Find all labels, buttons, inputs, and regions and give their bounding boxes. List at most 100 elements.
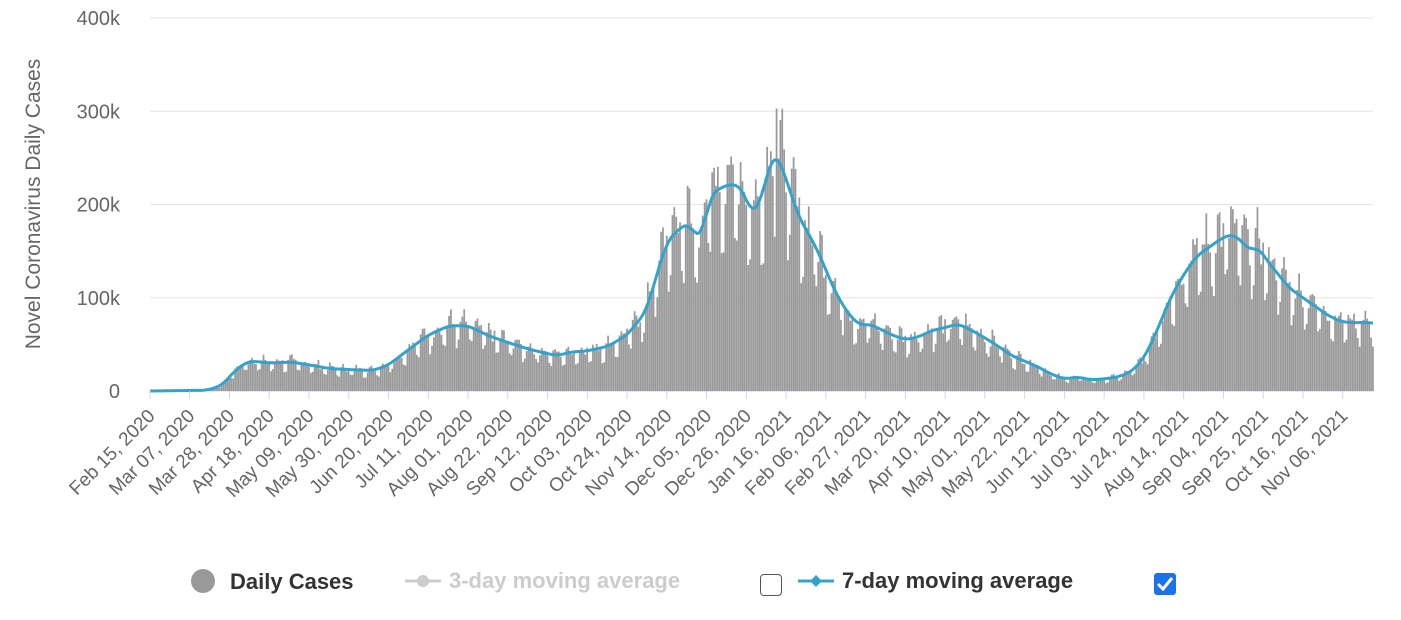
- daily-cases-bar: [1356, 338, 1359, 391]
- daily-cases-bar: [279, 363, 282, 391]
- daily-cases-bar: [378, 376, 380, 391]
- daily-cases-bar: [1131, 375, 1134, 391]
- daily-cases-bar: [1040, 376, 1043, 391]
- daily-cases-bar: [1247, 229, 1249, 391]
- daily-cases-bar: [764, 178, 767, 391]
- daily-cases-bar: [308, 366, 310, 391]
- daily-cases-bar: [451, 323, 454, 391]
- daily-cases-bar: [1076, 376, 1079, 391]
- daily-cases-bar: [722, 252, 725, 391]
- daily-cases-bar: [1271, 259, 1274, 391]
- checkbox-3-day-average[interactable]: [760, 574, 782, 596]
- daily-cases-bar: [1209, 252, 1211, 391]
- daily-cases-bar: [1163, 308, 1166, 391]
- daily-cases-bar: [436, 327, 439, 391]
- daily-cases-bar: [1355, 328, 1357, 391]
- daily-cases-bar: [1364, 310, 1367, 391]
- daily-cases-bar: [319, 369, 322, 391]
- legend-item-3-day-average[interactable]: 3-day moving average: [405, 568, 680, 594]
- daily-cases-bar: [1279, 301, 1282, 391]
- daily-cases-bar: [345, 371, 348, 391]
- daily-cases-bar: [807, 206, 810, 391]
- daily-cases-bar: [374, 371, 377, 391]
- daily-cases-bar: [987, 356, 990, 391]
- daily-cases-bar: [662, 227, 664, 391]
- daily-cases-bar: [1161, 321, 1164, 391]
- daily-cases-bar: [743, 192, 746, 391]
- daily-cases-bar: [523, 358, 526, 391]
- daily-cases-bar: [817, 261, 820, 391]
- daily-cases-bar: [1146, 364, 1149, 391]
- daily-cases-bar: [749, 259, 751, 391]
- daily-cases-bar: [728, 164, 731, 391]
- daily-cases-bar: [1175, 280, 1177, 391]
- daily-cases-bar: [777, 158, 780, 391]
- daily-cases-bar: [781, 108, 784, 391]
- daily-cases-bar: [381, 363, 384, 391]
- daily-cases-bar: [641, 342, 644, 391]
- daily-cases-bar: [1036, 365, 1039, 391]
- daily-cases-bar: [516, 339, 519, 391]
- checkbox-checked-icon[interactable]: [1153, 572, 1177, 596]
- daily-cases-bar: [684, 226, 687, 391]
- daily-cases-bar: [626, 328, 628, 391]
- daily-cases-bar: [612, 344, 615, 391]
- daily-cases-bar: [222, 381, 225, 391]
- daily-cases-bar: [993, 335, 996, 391]
- daily-cases-bar: [603, 362, 606, 391]
- daily-cases-bar: [1184, 303, 1187, 391]
- daily-cases-bar: [942, 333, 945, 391]
- daily-cases-bar: [838, 295, 840, 391]
- daily-cases-bar: [1341, 323, 1344, 391]
- daily-cases-bar: [885, 325, 888, 391]
- daily-cases-bar: [910, 334, 912, 391]
- daily-cases-bar: [423, 328, 426, 391]
- daily-cases-bar: [241, 364, 244, 391]
- daily-cases-bar: [1144, 361, 1147, 391]
- daily-cases-bar: [972, 347, 975, 391]
- daily-cases-bar: [311, 371, 314, 391]
- daily-cases-bar: [898, 326, 901, 391]
- daily-cases-bar: [217, 387, 219, 391]
- daily-cases-bar: [1372, 346, 1374, 391]
- daily-cases-bar: [724, 204, 727, 391]
- daily-cases-bar: [906, 357, 909, 391]
- daily-cases-bar: [474, 320, 477, 391]
- daily-cases-bar: [317, 360, 320, 391]
- daily-cases-bar: [1283, 257, 1285, 391]
- daily-cases-bar: [889, 327, 892, 391]
- daily-cases-bar: [529, 343, 532, 391]
- daily-cases-bar: [982, 337, 984, 391]
- daily-cases-bar: [1116, 377, 1119, 391]
- daily-cases-bar: [862, 318, 865, 391]
- daily-cases-bar: [1160, 343, 1162, 391]
- daily-cases-bar: [741, 181, 744, 391]
- legend-item-daily-cases[interactable]: Daily Cases: [190, 568, 354, 596]
- daily-cases-bar: [539, 355, 541, 391]
- daily-cases-bar: [1002, 347, 1005, 391]
- daily-cases-bar: [1226, 269, 1229, 391]
- daily-cases-bar: [256, 370, 259, 391]
- daily-cases-bar: [243, 369, 246, 391]
- daily-cases-bar: [404, 365, 407, 391]
- daily-cases-bar: [658, 260, 661, 391]
- daily-cases-bar: [304, 361, 307, 391]
- daily-cases-bar: [357, 368, 360, 391]
- daily-cases-bar: [1012, 368, 1015, 391]
- daily-cases-bar: [1192, 239, 1194, 391]
- daily-cases-bar: [508, 353, 511, 391]
- daily-cases-bar: [595, 343, 598, 391]
- daily-cases-bar: [472, 328, 475, 391]
- legend-label-3-day-average: 3-day moving average: [449, 568, 681, 593]
- daily-cases-bar: [1334, 315, 1336, 391]
- daily-cases-bar: [281, 360, 284, 391]
- daily-cases-bar: [734, 238, 736, 391]
- daily-cases-bar: [487, 323, 490, 391]
- legend-item-7-day-average[interactable]: 7-day moving average: [798, 568, 1073, 594]
- daily-cases-bar: [328, 362, 331, 391]
- daily-cases-bar: [1190, 260, 1193, 391]
- daily-cases-bar: [1152, 332, 1155, 391]
- daily-cases-bar: [949, 329, 952, 391]
- daily-cases-bar: [1296, 289, 1299, 391]
